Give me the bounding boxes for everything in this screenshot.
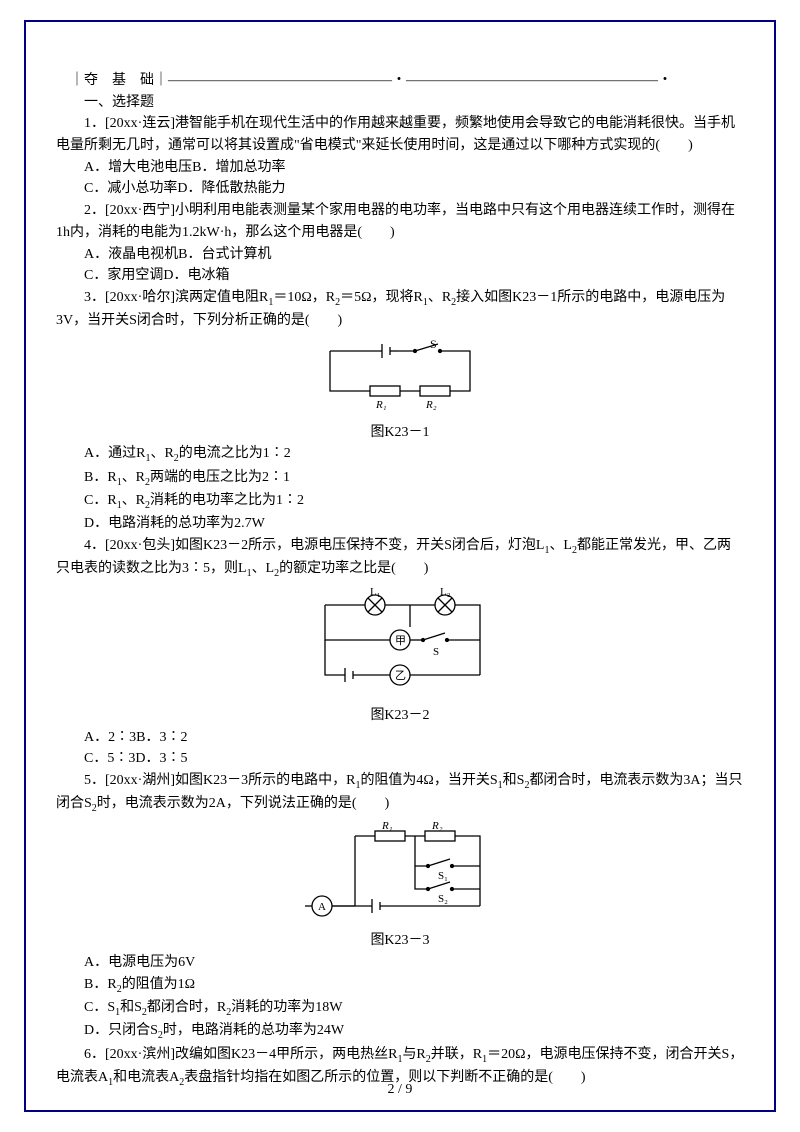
q5-opt-a: A．电源电压为6V [56,952,744,974]
q3-opt-c: C．R1、R2消耗的电功率之比为1∶2 [56,490,744,513]
q6t2: 与R [402,1047,425,1062]
q5t2: 的阻值为4Ω，当开关S [360,773,497,788]
circuit-k23-3-icon: R₁ R₂ S₁ S₂ A [300,821,500,921]
q6t3: 并联，R [431,1047,482,1062]
figure-3: R₁ R₂ S₁ S₂ A [56,821,744,929]
fig3-caption: 图K23－3 [56,930,744,952]
q5d2: 时，电路消耗的总功率为24W [163,1023,344,1038]
q3b1: B．R [84,470,117,485]
q3-opt-a: A．通过R1、R2的电流之比为1∶2 [56,443,744,466]
fig1-r1-label: R₁ [375,399,387,411]
q5t1: 5．[20xx·湖州]如图K23－3所示的电路中，R [84,773,355,788]
q4-opt-cd: C．5∶3D．3∶5 [56,748,744,770]
q5t3: 和S [503,773,525,788]
figure-1: S R₁ R₂ [56,336,744,420]
q5-opt-d: D．只闭合S2时，电路消耗的总功率为24W [56,1020,744,1043]
q3a1: A．通过R [84,446,145,461]
q2-opt-ab: A．液晶电视机B．台式计算机 [56,244,744,266]
q5-opt-b: B．R2的阻值为1Ω [56,974,744,997]
q5c1: C．S [84,1000,115,1015]
header-dashes: ――――――――――――――――・――――――――――――――――――・ [168,73,672,88]
fig2-s: S [433,646,439,658]
header-prefix: ｜夺 基 础｜ [70,73,168,88]
q3c2: 、R [122,493,145,508]
q4t4: 、L [252,561,275,576]
fig3-a: A [318,901,326,913]
q6t1: 6．[20xx·滨州]改编如图K23－4甲所示，两电热丝R [84,1047,397,1062]
fig3-r1: R₁ [381,821,393,832]
q1-opt-cd: C．减小总功率D．降低散热能力 [56,178,744,200]
header-line: ｜夺 基 础｜――――――――――――――――・――――――――――――――――… [56,70,744,92]
q3-stem: 3．[20xx·哈尔]滨两定值电阻R1＝10Ω，R2＝5Ω，现将R1、R2接入如… [56,287,744,332]
q3-opt-d: D．电路消耗的总功率为2.7W [56,513,744,535]
q3a3: 的电流之比为1∶2 [179,446,291,461]
fig2-caption: 图K23－2 [56,705,744,727]
q3-t2: ＝10Ω，R [273,290,335,305]
q4-opt-ab: A．2∶3B．3∶2 [56,727,744,749]
q5t5: 时，电流表示数为2A，下列说法正确的是( ) [97,796,389,811]
fig1-caption: 图K23－1 [56,422,744,444]
q5d1: D．只闭合S [84,1023,158,1038]
page-number: 2 / 9 [0,1082,800,1098]
q5b1: B．R [84,977,117,992]
q1-stem: 1．[20xx·连云]港智能手机在现代生活中的作用越来越重要，频繁地使用会导致它… [56,113,744,156]
fig2-yi: 乙 [395,669,406,682]
q4t1: 4．[20xx·包头]如图K23－2所示，电源电压保持不变，开关S闭合后，灯泡L [84,538,544,553]
section-title: 一、选择题 [56,92,744,114]
q3a2: 、R [150,446,173,461]
fig2-l1: L₁ [370,586,381,598]
q5c3: 都闭合时，R [147,1000,226,1015]
q5-opt-c: C．S1和S2都闭合时，R2消耗的功率为18W [56,997,744,1020]
q5c4: 消耗的功率为18W [231,1000,342,1015]
fig2-jia: 甲 [395,635,406,647]
q3-t4: 、R [428,290,451,305]
q2-stem: 2．[20xx·西宁]小明利用电能表测量某个家用电器的电功率，当电路中只有这个用… [56,200,744,243]
fig3-r2: R₂ [431,821,443,832]
circuit-k23-1-icon: S R₁ R₂ [300,336,500,412]
q5c2: 和S [120,1000,142,1015]
fig3-s2: S₂ [438,893,448,905]
fig3-s1: S₁ [438,870,448,882]
document-content: ｜夺 基 础｜――――――――――――――――・――――――――――――――――… [56,70,744,1090]
circuit-k23-2-icon: L₁ L₂ 甲 乙 S [295,585,505,695]
q3c1: C．R [84,493,117,508]
fig1-r2-label: R₂ [425,399,437,411]
q3b2: 、R [122,470,145,485]
q3-opt-b: B．R1、R2两端的电压之比为2∶1 [56,467,744,490]
q3-t3: ＝5Ω，现将R [340,290,423,305]
q5-stem: 5．[20xx·湖州]如图K23－3所示的电路中，R1的阻值为4Ω，当开关S1和… [56,770,744,817]
q2-opt-cd: C．家用空调D．电冰箱 [56,265,744,287]
q4t2: 、L [549,538,572,553]
q1-opt-ab: A．增大电池电压B．增加总功率 [56,157,744,179]
fig1-s-label: S [430,337,437,351]
fig2-l2: L₂ [440,586,451,598]
figure-2: L₁ L₂ 甲 乙 S [56,585,744,703]
q5b2: 的阻值为1Ω [122,977,195,992]
q4-stem: 4．[20xx·包头]如图K23－2所示，电源电压保持不变，开关S闭合后，灯泡L… [56,535,744,582]
q3c3: 消耗的电功率之比为1∶2 [150,493,304,508]
q3-t1: 3．[20xx·哈尔]滨两定值电阻R [84,290,268,305]
q3b3: 两端的电压之比为2∶1 [150,470,290,485]
q4t5: 的额定功率之比是( ) [279,561,428,576]
